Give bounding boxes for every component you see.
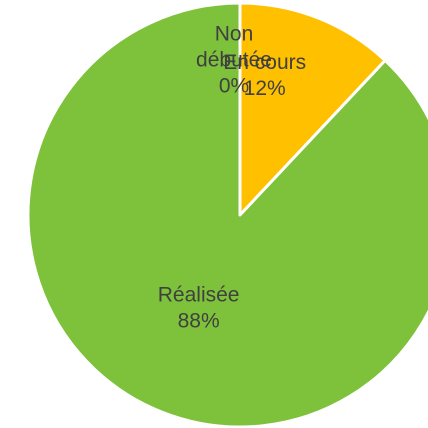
data-label-category: Réalisée <box>158 283 240 306</box>
data-label-en-cours: En cours 12% <box>223 51 306 100</box>
slices-layer <box>26 1 428 428</box>
pie-slice-en-cours <box>238 1 387 217</box>
data-label-category: débutée <box>196 48 272 71</box>
data-label-category: Non <box>215 22 254 45</box>
data-label-realisee: Réalisée 88% <box>158 283 240 332</box>
data-label-value: 12% <box>244 77 286 100</box>
pie-slice-realisee <box>26 1 428 428</box>
data-label-value: 0% <box>219 74 249 97</box>
data-label-non-debutee: Non débutée 0% <box>196 22 272 97</box>
labels-layer: Non débutée 0%En cours 12% Réalisée 88% <box>158 22 306 332</box>
data-label-value: 88% <box>178 309 220 332</box>
data-label-category: En cours <box>223 51 306 74</box>
